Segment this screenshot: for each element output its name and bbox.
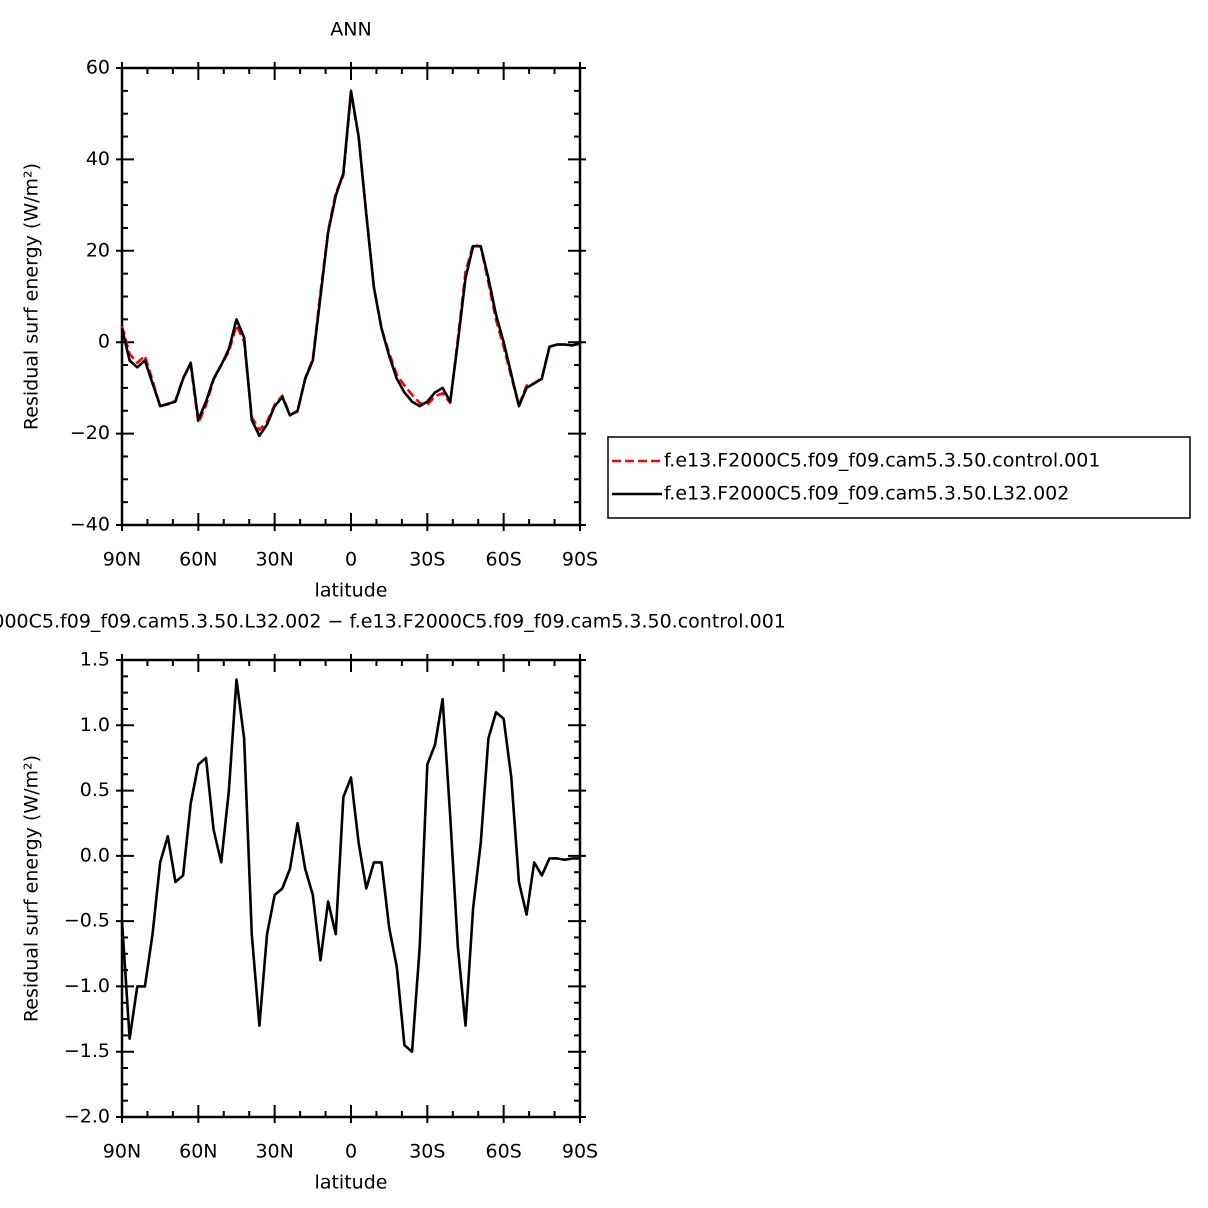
- x-tick-label: 90S: [562, 1141, 598, 1163]
- plot-frame: [120, 658, 582, 1119]
- y-tick-label: 20: [86, 239, 110, 261]
- y-tick-label: 60: [86, 57, 110, 79]
- x-tick-label: 0: [345, 1141, 357, 1163]
- chart-title: f.e13.F2000C5.f09_f09.cam5.3.50.L32.002 …: [0, 611, 786, 633]
- y-tick-label: 0: [98, 331, 110, 353]
- data-line: [120, 678, 580, 1054]
- y-tick-label: 40: [86, 148, 110, 170]
- x-tick-label: 60S: [486, 549, 522, 571]
- x-tick-label: 60N: [179, 1141, 217, 1163]
- y-tick-label: −20: [70, 422, 110, 444]
- legend: f.e13.F2000C5.f09_f09.cam5.3.50.control.…: [607, 436, 1191, 519]
- x-tick-label: 90N: [103, 1141, 141, 1163]
- x-tick-label: 30S: [409, 1141, 445, 1163]
- x-tick-label: 90N: [103, 549, 141, 571]
- plot-frame: [120, 66, 582, 527]
- y-tick-label: −40: [70, 514, 110, 536]
- x-tick-label: 60S: [486, 1141, 522, 1163]
- x-tick-label: 90S: [562, 549, 598, 571]
- x-tick-label: 30N: [255, 1141, 293, 1163]
- y-tick-label: −2.0: [64, 1106, 110, 1128]
- x-axis-label: latitude: [315, 580, 388, 602]
- y-axis-label: Residual surf energy (W/m²): [21, 163, 43, 430]
- y-tick-label: 1.5: [80, 649, 110, 671]
- y-axis-label: Residual surf energy (W/m²): [21, 755, 43, 1022]
- x-tick-label: 30N: [255, 549, 293, 571]
- data-line: [120, 89, 581, 438]
- x-tick-label: 60N: [179, 549, 217, 571]
- y-tick-label: −0.5: [64, 910, 110, 932]
- x-tick-label: 0: [345, 549, 357, 571]
- x-axis-label: latitude: [315, 1172, 388, 1194]
- y-tick-label: −1.0: [64, 975, 110, 997]
- y-tick-label: 1.0: [80, 714, 110, 736]
- legend-box: [607, 436, 1191, 519]
- y-tick-label: −1.5: [64, 1040, 110, 1062]
- legend-label: f.e13.F2000C5.f09_f09.cam5.3.50.L32.002: [664, 483, 1069, 505]
- x-tick-label: 30S: [409, 549, 445, 571]
- y-tick-label: 0.0: [80, 844, 110, 866]
- chart-title: ANN: [330, 19, 371, 41]
- legend-label: f.e13.F2000C5.f09_f09.cam5.3.50.control.…: [664, 450, 1100, 472]
- y-tick-label: 0.5: [80, 779, 110, 801]
